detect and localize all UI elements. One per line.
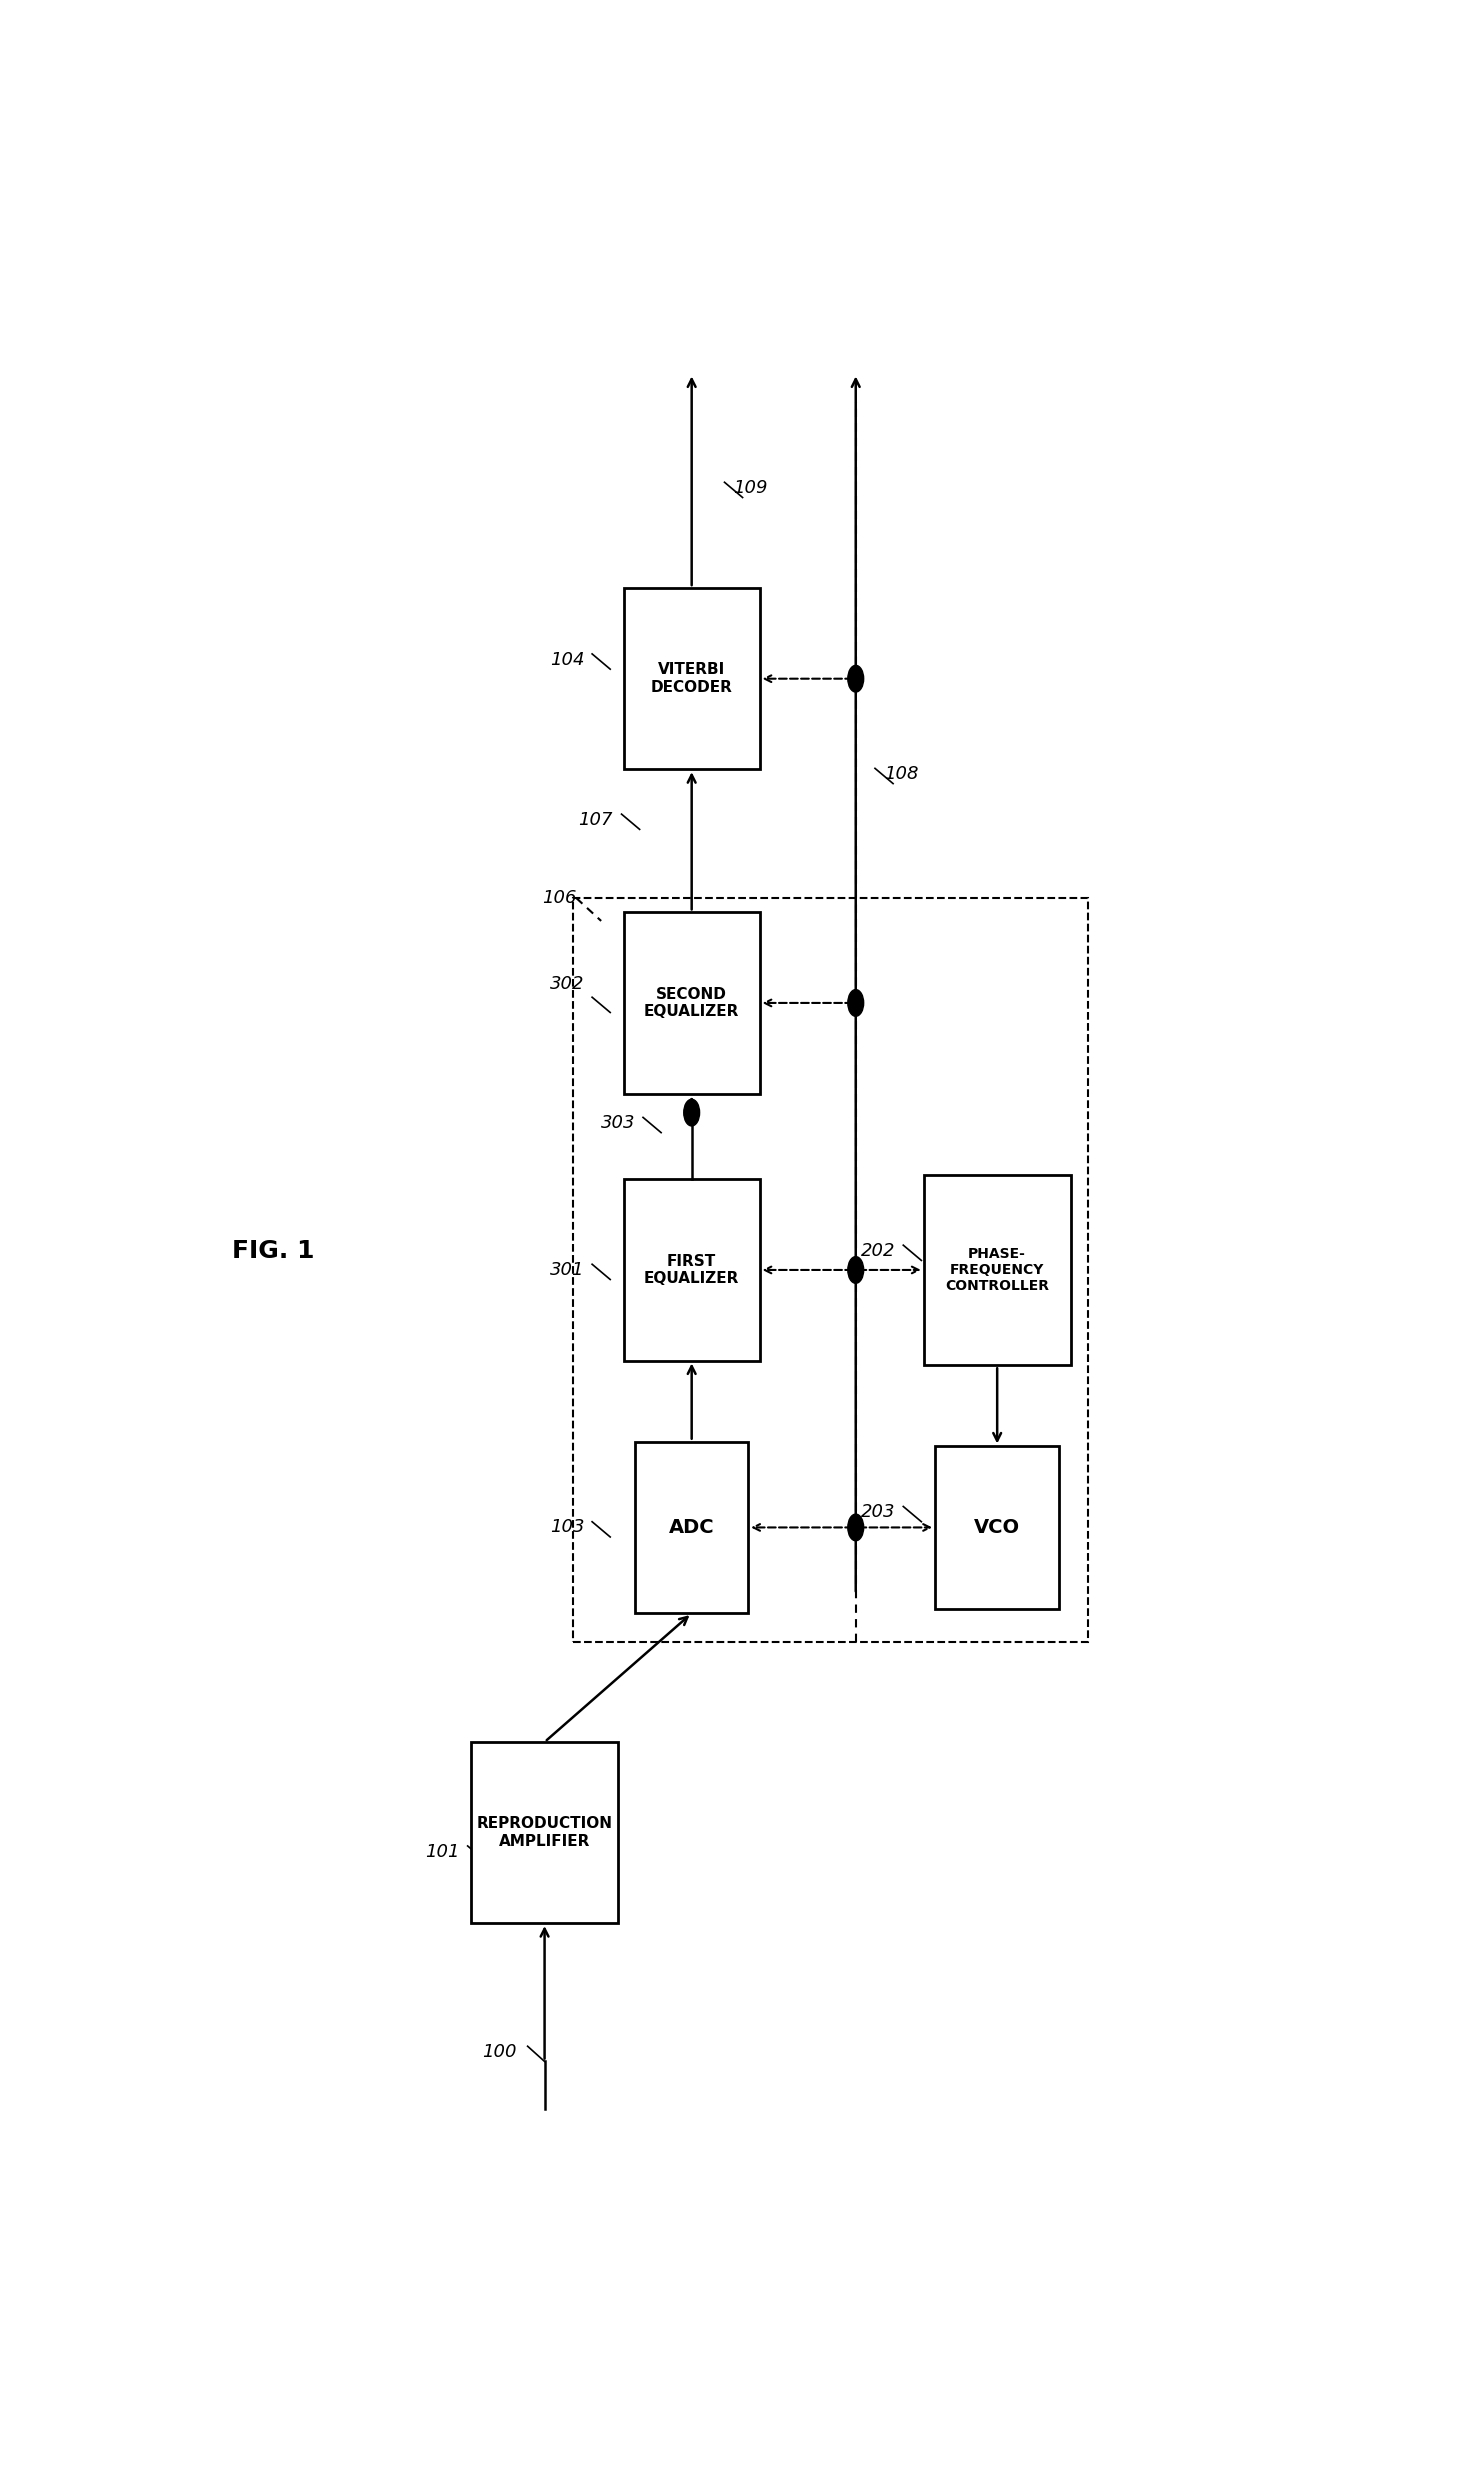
Bar [924, 1174, 1070, 1365]
Bar [623, 587, 759, 770]
Text: 106: 106 [542, 889, 577, 907]
Text: 107: 107 [578, 810, 613, 830]
Text: REPRODUCTION
AMPLIFIER: REPRODUCTION AMPLIFIER [476, 1816, 613, 1848]
Circle shape [848, 1513, 864, 1541]
Circle shape [848, 1256, 864, 1283]
Bar [623, 1179, 759, 1360]
Text: 202: 202 [861, 1241, 895, 1261]
Bar [934, 1447, 1060, 1608]
Text: 103: 103 [549, 1518, 584, 1536]
Text: 100: 100 [482, 2044, 517, 2061]
Text: 301: 301 [549, 1261, 584, 1278]
Text: VITERBI
DECODER: VITERBI DECODER [651, 661, 733, 696]
Text: PHASE-
FREQUENCY
CONTROLLER: PHASE- FREQUENCY CONTROLLER [945, 1246, 1050, 1293]
Text: 109: 109 [733, 478, 768, 498]
Bar [623, 912, 759, 1092]
Circle shape [848, 991, 864, 1016]
Text: 302: 302 [549, 976, 584, 993]
Text: VCO: VCO [974, 1518, 1021, 1536]
Bar [472, 1741, 618, 1922]
Text: ADC: ADC [669, 1518, 714, 1536]
Text: FIRST
EQUALIZER: FIRST EQUALIZER [644, 1253, 739, 1286]
Text: SECOND
EQUALIZER: SECOND EQUALIZER [644, 986, 739, 1018]
Bar [635, 1442, 748, 1613]
Text: 101: 101 [425, 1843, 460, 1860]
Text: FIG. 1: FIG. 1 [232, 1238, 314, 1263]
Circle shape [848, 666, 864, 691]
Bar [572, 899, 1088, 1642]
Text: 108: 108 [885, 765, 918, 783]
Text: 203: 203 [861, 1504, 895, 1521]
Circle shape [683, 1100, 699, 1127]
Text: 303: 303 [600, 1115, 635, 1132]
Text: 104: 104 [549, 651, 584, 669]
